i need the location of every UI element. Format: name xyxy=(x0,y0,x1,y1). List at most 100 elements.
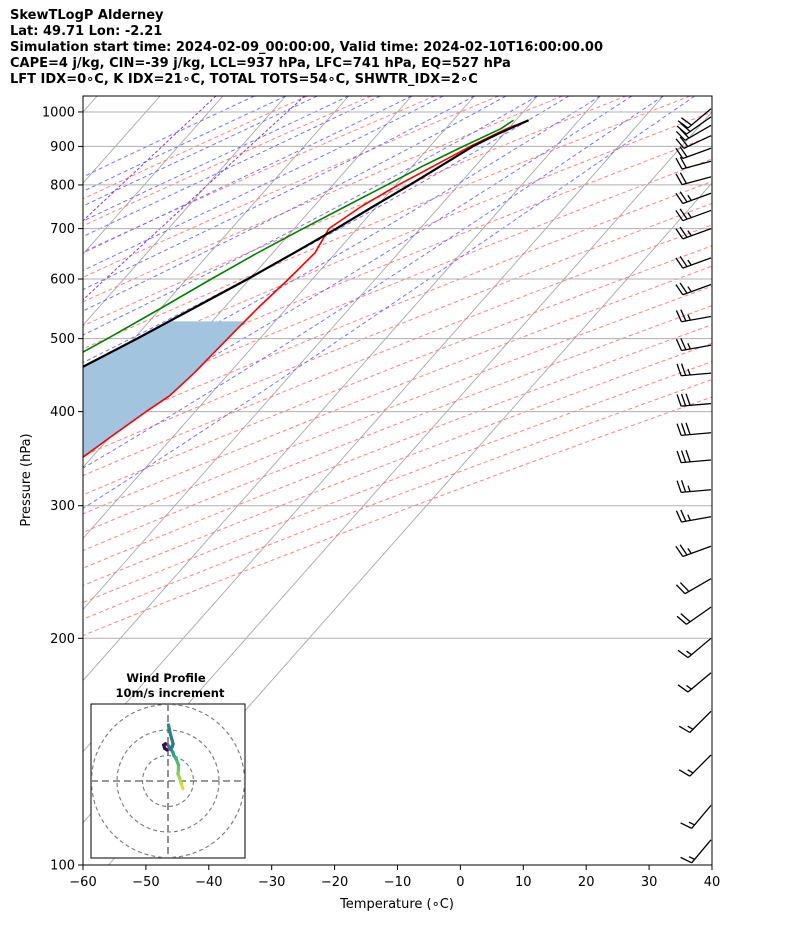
isotherm xyxy=(83,96,287,326)
moist-adiabat xyxy=(83,96,444,271)
barb-flag xyxy=(679,128,690,139)
barb-shaft xyxy=(683,135,712,149)
barb-half-flag xyxy=(687,547,692,554)
x-tick-label: −40 xyxy=(195,875,222,890)
x-tick-label: −50 xyxy=(132,875,159,890)
moist-adiabat xyxy=(83,96,695,509)
barb-shaft xyxy=(681,160,712,170)
barb-shaft xyxy=(684,578,712,595)
hodograph-inset: Wind Profile 10m/s increment xyxy=(90,671,246,859)
barb-flag xyxy=(675,138,685,149)
wind-barb xyxy=(676,422,712,436)
barb-shaft xyxy=(682,209,712,222)
isotherm xyxy=(83,96,412,469)
wind-barb xyxy=(676,393,712,407)
y-axis-ticks: 100 200 300 400 500 600 700 800 900 1000 xyxy=(42,105,83,874)
wind-barb xyxy=(680,839,712,864)
y-tick-label: 600 xyxy=(50,273,75,288)
barb-flag xyxy=(679,282,688,294)
dry-adiabat xyxy=(83,224,712,477)
barb-shaft xyxy=(681,516,712,523)
barb-flag xyxy=(679,156,687,169)
barb-half-flag xyxy=(687,286,692,293)
barb-shaft xyxy=(689,710,712,733)
y-tick-label: 400 xyxy=(50,405,75,420)
mixing-ratio-line xyxy=(83,96,306,301)
barb-shaft xyxy=(681,315,712,323)
wind-barb xyxy=(675,172,712,186)
barb-flag xyxy=(675,192,684,204)
barb-flag xyxy=(680,613,691,623)
moist-adiabat xyxy=(83,96,633,430)
barb-flag xyxy=(680,423,687,436)
y-tick-label: 1000 xyxy=(42,105,75,120)
index-line: LFT IDX=0∘C, K IDX=21∘C, TOTAL TOTS=54∘C… xyxy=(10,72,478,87)
dry-adiabat xyxy=(83,361,712,604)
x-tick-label: 20 xyxy=(578,875,595,890)
barb-half-flag xyxy=(688,821,695,826)
barb-flag xyxy=(676,450,682,463)
moist-adiabat xyxy=(83,96,601,395)
barb-flag xyxy=(680,338,687,350)
wind-barb xyxy=(675,578,712,595)
wind-barb xyxy=(675,256,712,269)
wind-barb xyxy=(677,672,712,693)
wind-barb xyxy=(675,156,712,170)
chart-header: SkewTLogP Alderney Lat: 49.71 Lon: -2.21… xyxy=(10,8,603,88)
barb-flag xyxy=(676,480,682,493)
x-tick-label: −10 xyxy=(384,875,411,890)
barb-shaft xyxy=(682,147,712,160)
wind-barb xyxy=(677,108,712,129)
barb-flag xyxy=(675,284,684,296)
y-tick-label: 900 xyxy=(50,140,75,155)
moist-adiabat xyxy=(83,96,287,192)
barb-flag xyxy=(680,480,687,493)
wind-barb xyxy=(675,146,712,160)
barb-flag xyxy=(676,615,687,625)
barb-flag xyxy=(680,450,687,463)
dry-adiabat xyxy=(83,180,712,437)
barb-half-flag xyxy=(687,314,691,321)
x-tick-label: 0 xyxy=(456,875,464,890)
barb-half-flag xyxy=(688,856,695,860)
barb-flag xyxy=(675,228,684,240)
barb-flag xyxy=(679,256,688,267)
barb-flag xyxy=(675,545,684,557)
wind-barb xyxy=(678,754,712,777)
wind-barb xyxy=(678,710,712,734)
wind-barb xyxy=(676,449,712,464)
dry-adiabat xyxy=(83,96,563,303)
moist-adiabat xyxy=(83,96,318,207)
barb-shaft xyxy=(682,283,712,296)
dry-adiabat xyxy=(83,96,436,253)
dry-adiabat xyxy=(83,285,712,533)
wind-barb xyxy=(675,338,712,352)
wind-barb xyxy=(675,509,712,523)
y-tick-label: 500 xyxy=(50,332,75,347)
profile-lines xyxy=(83,119,530,459)
barb-half-flag xyxy=(687,342,691,350)
barb-flag xyxy=(677,649,689,659)
barb-shaft xyxy=(689,754,712,777)
wind-barb xyxy=(676,363,712,377)
isotherm xyxy=(83,96,224,255)
barb-shaft xyxy=(687,637,712,659)
barb-shaft xyxy=(682,257,712,269)
barb-flag xyxy=(685,393,691,406)
x-axis-ticks: −60 −50 −40 −30 −20 −10 0 10 20 30 40 xyxy=(69,865,720,890)
chart-title: SkewTLogP Alderney xyxy=(10,8,164,23)
barb-flag xyxy=(680,393,687,406)
isotherm xyxy=(83,96,475,540)
barb-flag xyxy=(679,172,687,184)
barb-half-flag xyxy=(686,650,692,656)
wind-barb xyxy=(675,309,712,323)
dry-adiabat xyxy=(83,158,712,416)
barb-flag xyxy=(675,310,683,322)
barb-half-flag xyxy=(687,230,692,237)
barb-flag xyxy=(675,147,684,159)
wind-barb xyxy=(675,544,712,558)
barb-shaft xyxy=(686,116,712,135)
barb-flag xyxy=(675,157,683,170)
barb-shaft xyxy=(682,227,712,240)
